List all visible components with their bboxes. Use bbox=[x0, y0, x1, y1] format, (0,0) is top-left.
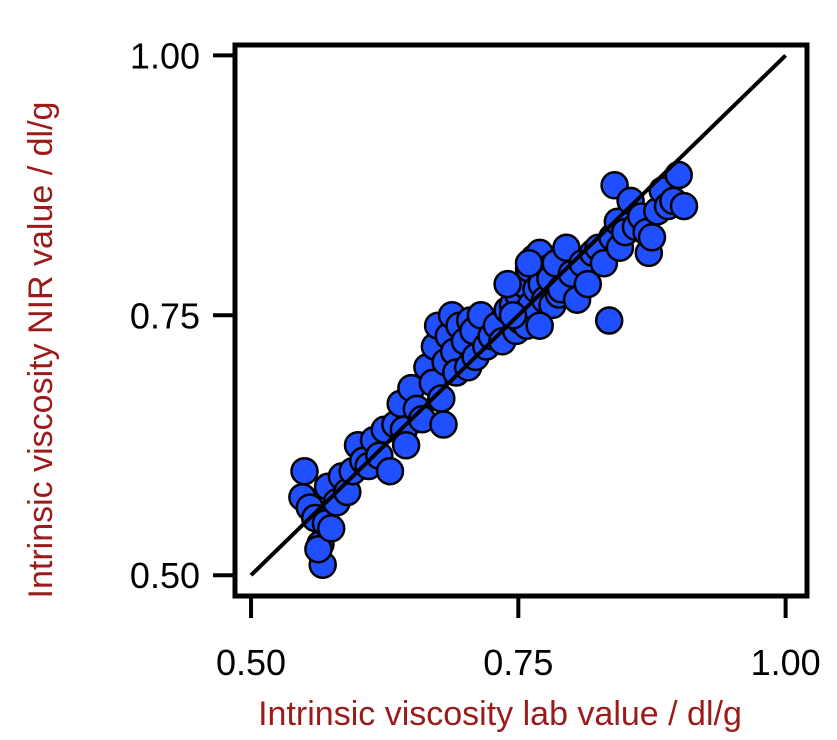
data-point-95 bbox=[669, 191, 699, 221]
data-point-96 bbox=[514, 249, 544, 278]
data-point-89 bbox=[637, 223, 667, 252]
x-tick-label-1: 0.75 bbox=[483, 642, 553, 683]
x-axis-title: Intrinsic viscosity lab value / dl/g bbox=[258, 695, 742, 733]
data-point-20 bbox=[375, 456, 405, 486]
data-point-6 bbox=[304, 534, 333, 564]
data-point-99 bbox=[525, 311, 554, 340]
y-tick-label-1: 0.75 bbox=[130, 295, 200, 336]
data-point-0 bbox=[290, 456, 319, 486]
data-point-78 bbox=[594, 306, 624, 335]
data-point-97 bbox=[498, 301, 528, 330]
reference-line bbox=[249, 53, 788, 577]
y-tick-label-0: 0.50 bbox=[130, 555, 200, 596]
plot-frame bbox=[232, 42, 810, 599]
data-point-33 bbox=[429, 410, 458, 439]
data-point-24 bbox=[391, 431, 421, 460]
data-point-8 bbox=[316, 514, 346, 543]
x-axis-ticks: 0.50 0.75 1.00 bbox=[216, 596, 821, 683]
data-point-98 bbox=[493, 269, 522, 299]
y-axis-title: Intrinsic viscosity NIR value / dl/g bbox=[22, 102, 60, 599]
x-tick-label-2: 1.00 bbox=[751, 642, 821, 683]
y-axis-ticks: 0.50 0.75 1.00 bbox=[130, 35, 235, 596]
x-tick-label-0: 0.50 bbox=[216, 642, 286, 683]
data-point-74 bbox=[573, 269, 603, 299]
y-tick-label-2: 1.00 bbox=[130, 35, 200, 76]
